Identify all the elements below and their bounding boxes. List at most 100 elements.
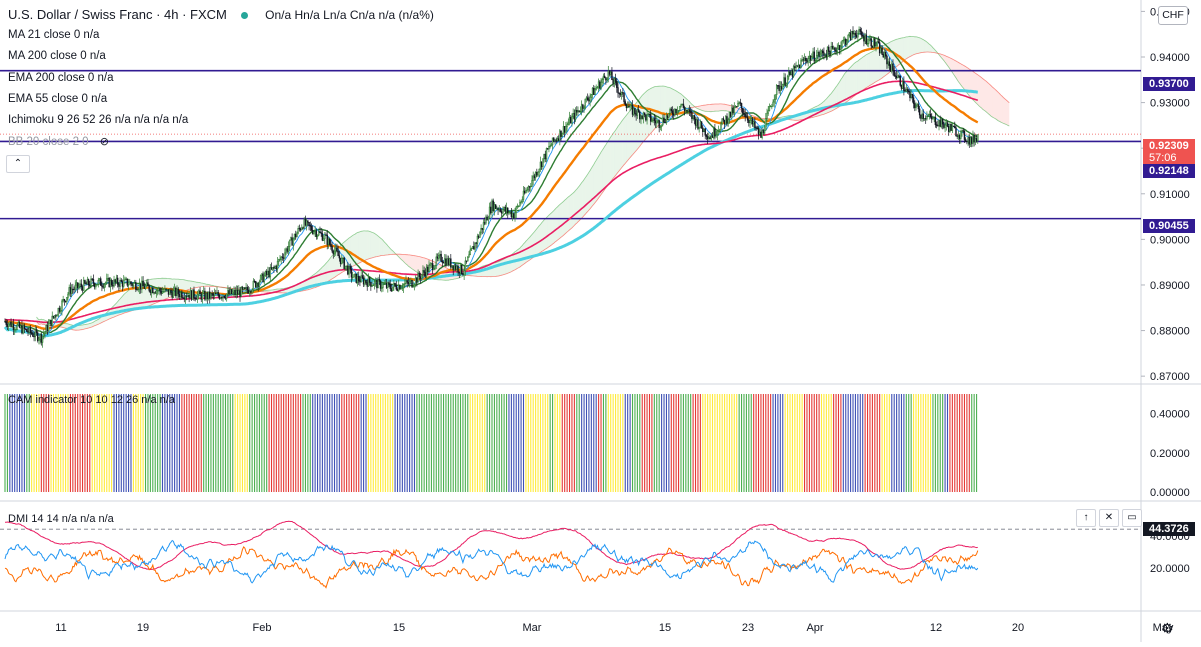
candle-body: [758, 128, 759, 134]
candle-body: [840, 46, 841, 49]
indicator-legend-ema200[interactable]: EMA 200 close 0 n/a: [8, 72, 113, 84]
candle-body: [891, 64, 892, 71]
move-pane-up-button[interactable]: ↑: [1076, 509, 1096, 527]
ichimoku-cloud-segment: [974, 72, 975, 102]
candle-body: [155, 293, 156, 294]
collapse-legend-button[interactable]: ⌃: [6, 155, 30, 173]
candle-body: [97, 284, 98, 285]
candle-body: [844, 39, 845, 40]
hidden-eye-icon[interactable]: ⊘: [100, 135, 109, 148]
candle-body: [328, 239, 329, 245]
candle-body: [866, 35, 867, 44]
ichimoku-cloud-segment: [710, 104, 711, 111]
candle-body: [407, 281, 408, 283]
candle-body: [878, 42, 879, 43]
candle-body: [190, 291, 191, 298]
candle-body: [724, 120, 725, 124]
settings-gear-icon[interactable]: ⚙: [1161, 620, 1174, 637]
indicator-legend-ema55[interactable]: EMA 55 close 0 n/a: [8, 93, 107, 105]
candle-body: [601, 82, 602, 88]
candle-body: [517, 206, 518, 207]
ichimoku-cloud-segment: [351, 235, 352, 267]
ichimoku-cloud-segment: [871, 52, 872, 85]
candle-body: [197, 295, 198, 300]
symbol-title[interactable]: U.S. Dollar / Swiss Franc · 4h · FXCM: [8, 7, 227, 22]
candle-body: [145, 286, 146, 289]
candle-body: [346, 266, 347, 267]
time-tick-label: Mar: [523, 622, 542, 634]
candle-body: [811, 57, 812, 60]
candle-body: [9, 322, 10, 324]
ichimoku-cloud-segment: [1002, 96, 1003, 123]
ichimoku-cloud-segment: [356, 233, 357, 265]
currency-badge[interactable]: CHF: [1158, 6, 1188, 25]
ichimoku-cloud-segment: [542, 221, 543, 251]
candle-body: [99, 279, 100, 281]
cam-indicator-label[interactable]: CAM indicator 10 10 12 26 n/a n/a: [8, 394, 175, 406]
candle-body: [280, 259, 281, 260]
candle-body: [576, 110, 577, 112]
candle-body: [954, 127, 955, 128]
candle-body: [78, 286, 79, 288]
ichimoku-cloud-segment: [406, 255, 407, 265]
candle-body: [133, 283, 134, 285]
close-pane-button[interactable]: ✕: [1099, 509, 1119, 527]
candle-body: [103, 286, 104, 287]
candle-body: [194, 290, 195, 298]
candle-body: [29, 328, 30, 333]
candle-body: [649, 114, 650, 115]
ichimoku-cloud-segment: [78, 326, 79, 331]
candle-body: [38, 339, 39, 340]
candle-body: [923, 114, 924, 119]
ichimoku-cloud-segment: [196, 282, 197, 287]
candle-body: [825, 55, 826, 56]
candle-body: [264, 276, 265, 282]
candle-body: [179, 294, 180, 297]
candle-body: [782, 84, 783, 89]
ichimoku-cloud-segment: [367, 231, 368, 260]
indicator-legend-ichimoku[interactable]: Ichimoku 9 26 52 26 n/a n/a n/a n/a: [8, 114, 188, 126]
candle-body: [162, 292, 163, 294]
candle-body: [51, 320, 52, 326]
candle-body: [929, 114, 930, 116]
candle-body: [421, 274, 422, 278]
candle-body: [590, 97, 591, 101]
candle-body: [106, 279, 107, 283]
ichimoku-cloud-segment: [133, 286, 134, 310]
candle-body: [635, 109, 636, 114]
candle-body: [373, 285, 374, 286]
candle-body: [609, 71, 610, 75]
candle-body: [718, 131, 719, 132]
candle-body: [92, 279, 93, 280]
indicator-legend-ma21[interactable]: MA 21 close 0 n/a: [8, 29, 99, 41]
candle-body: [134, 283, 135, 284]
candle-body: [502, 210, 503, 213]
candle-body: [494, 205, 495, 211]
candle-body: [612, 72, 613, 80]
ichimoku-cloud-segment: [725, 104, 726, 111]
candle-body: [166, 289, 167, 290]
candle-body: [41, 334, 42, 342]
ichimoku-cloud-segment: [870, 52, 871, 85]
candle-body: [847, 41, 848, 44]
candle-body: [630, 105, 631, 107]
candle-body: [730, 112, 731, 116]
maximize-pane-button[interactable]: ▭: [1122, 509, 1142, 527]
candle-body: [315, 231, 316, 232]
candle-body: [112, 285, 113, 286]
ichimoku-cloud-segment: [912, 36, 913, 55]
candle-body: [848, 35, 849, 41]
candle-body: [564, 126, 565, 132]
indicator-legend-ma200[interactable]: MA 200 close 0 n/a: [8, 50, 106, 62]
ichimoku-cloud-segment: [543, 220, 544, 251]
ichimoku-cloud-segment: [859, 59, 860, 93]
candle-body: [966, 141, 967, 142]
candle-body: [751, 119, 752, 121]
candle-body: [347, 266, 348, 274]
dmi-indicator-label[interactable]: DMI 14 14 n/a n/a n/a: [8, 513, 114, 525]
indicator-legend-bb[interactable]: BB 20 close 2 0 ⊘: [8, 135, 109, 148]
ichimoku-cloud-segment: [1004, 98, 1005, 124]
ichimoku-cloud-segment: [727, 105, 728, 111]
